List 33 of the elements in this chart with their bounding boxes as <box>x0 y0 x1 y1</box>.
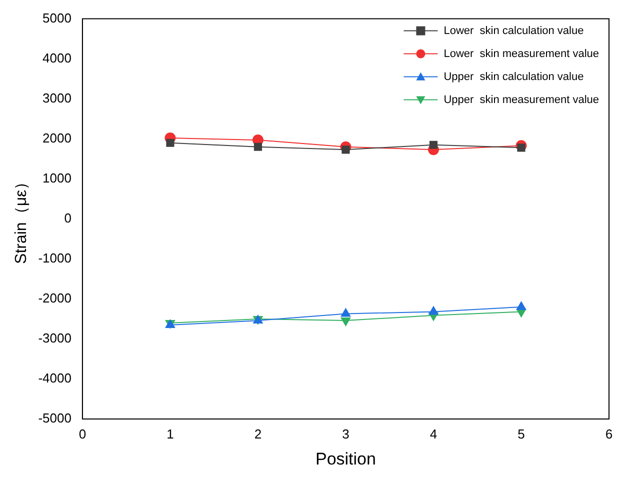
x-tick-label: 3 <box>342 426 350 442</box>
y-tick-label: 4000 <box>42 50 72 66</box>
point <box>428 306 438 315</box>
point <box>517 144 526 152</box>
legend-label: Lower skin measurement value <box>444 48 599 60</box>
point <box>429 140 438 149</box>
x-tick-label: 4 <box>430 426 438 442</box>
y-tick-label: 5000 <box>42 10 72 26</box>
y-tick-label: -4000 <box>38 370 72 386</box>
point <box>340 308 351 317</box>
legend-label: Upper skin calculation value <box>444 70 584 83</box>
x-tick-label: 6 <box>605 426 613 442</box>
y-tick-label: -2000 <box>38 290 72 306</box>
y-tick-label: 3000 <box>42 90 72 106</box>
point <box>342 146 350 154</box>
point <box>254 142 262 151</box>
x-tick-label: 2 <box>254 426 262 442</box>
y-tick-label: -5000 <box>38 410 72 426</box>
x-axis-title: Position <box>315 449 376 468</box>
x-tick-label: 5 <box>518 426 525 442</box>
y-tick-label: -1000 <box>38 250 72 266</box>
legend-label: Upper skin measurement value <box>444 94 599 106</box>
point <box>516 301 526 310</box>
x-tick-label: 0 <box>78 426 86 442</box>
point <box>340 318 351 326</box>
y-tick-label: 2000 <box>42 130 72 146</box>
x-tick-label: 1 <box>166 426 174 442</box>
y-axis-title: Strain（με） <box>13 174 30 264</box>
legend-label: Lower skin calculation value <box>444 24 584 37</box>
y-tick-label: -3000 <box>38 330 72 346</box>
y-tick-label: 0 <box>64 210 72 226</box>
point <box>166 138 174 147</box>
y-tick-label: 1000 <box>42 170 72 186</box>
